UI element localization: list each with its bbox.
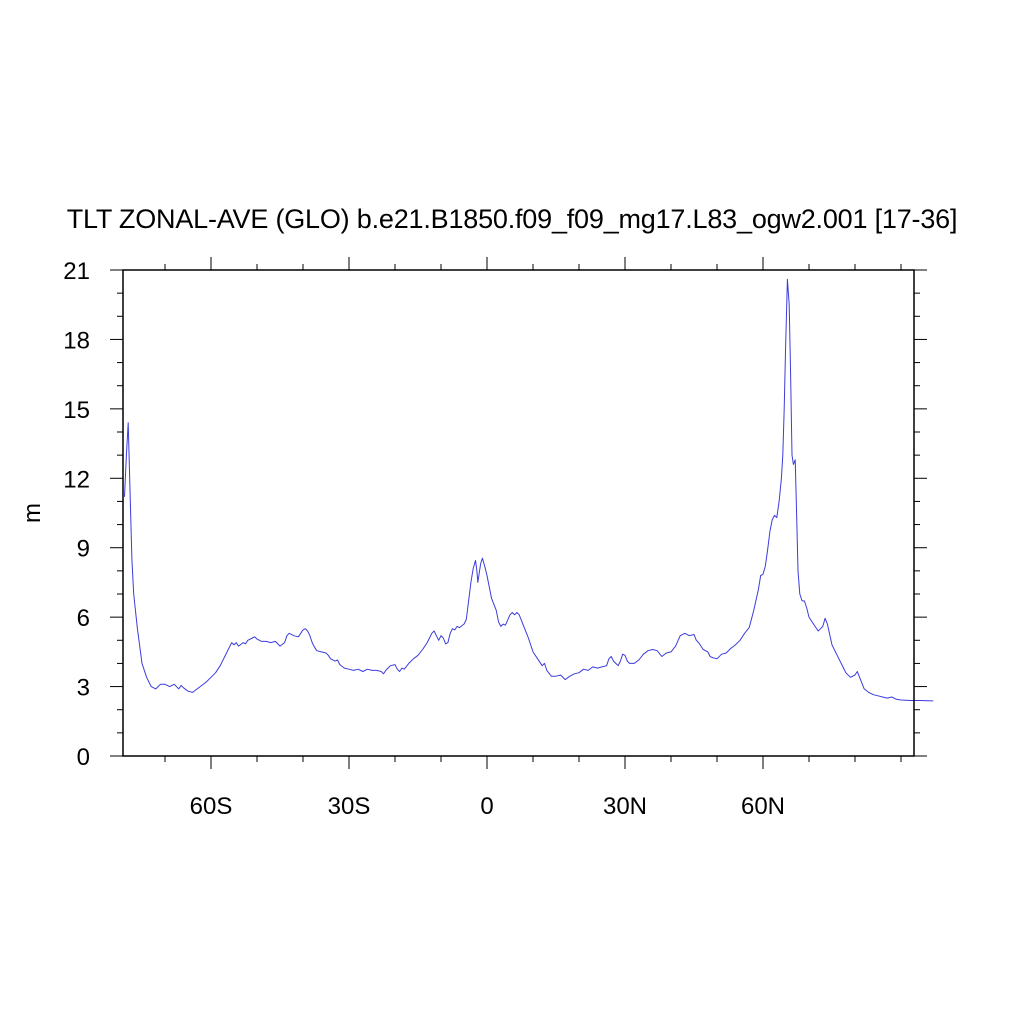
x-tick-label: 60S — [190, 793, 233, 820]
y-tick-label: 18 — [63, 327, 90, 354]
y-axis-label: m — [19, 503, 46, 523]
y-tick-label: 15 — [63, 397, 90, 424]
y-tick-label: 3 — [77, 675, 90, 702]
chart-title: TLT ZONAL-AVE (GLO) b.e21.B1850.f09_f09_… — [66, 204, 958, 234]
axis-ticks — [110, 257, 927, 769]
x-tick-label: 60N — [741, 793, 785, 820]
y-tick-label: 12 — [63, 466, 90, 493]
x-tick-label: 30S — [328, 793, 371, 820]
y-tick-label: 6 — [77, 605, 90, 632]
y-tick-label: 0 — [77, 744, 90, 771]
y-tick-label: 21 — [63, 258, 90, 285]
series-line — [124, 278, 934, 702]
x-tick-label: 0 — [480, 793, 493, 820]
y-tick-label: 9 — [77, 536, 90, 563]
plot-frame — [122, 269, 915, 757]
x-tick-label: 30N — [603, 793, 647, 820]
tick-labels: 60S 30S 0 30N 60N 0 3 6 9 12 15 18 21 — [63, 258, 785, 820]
